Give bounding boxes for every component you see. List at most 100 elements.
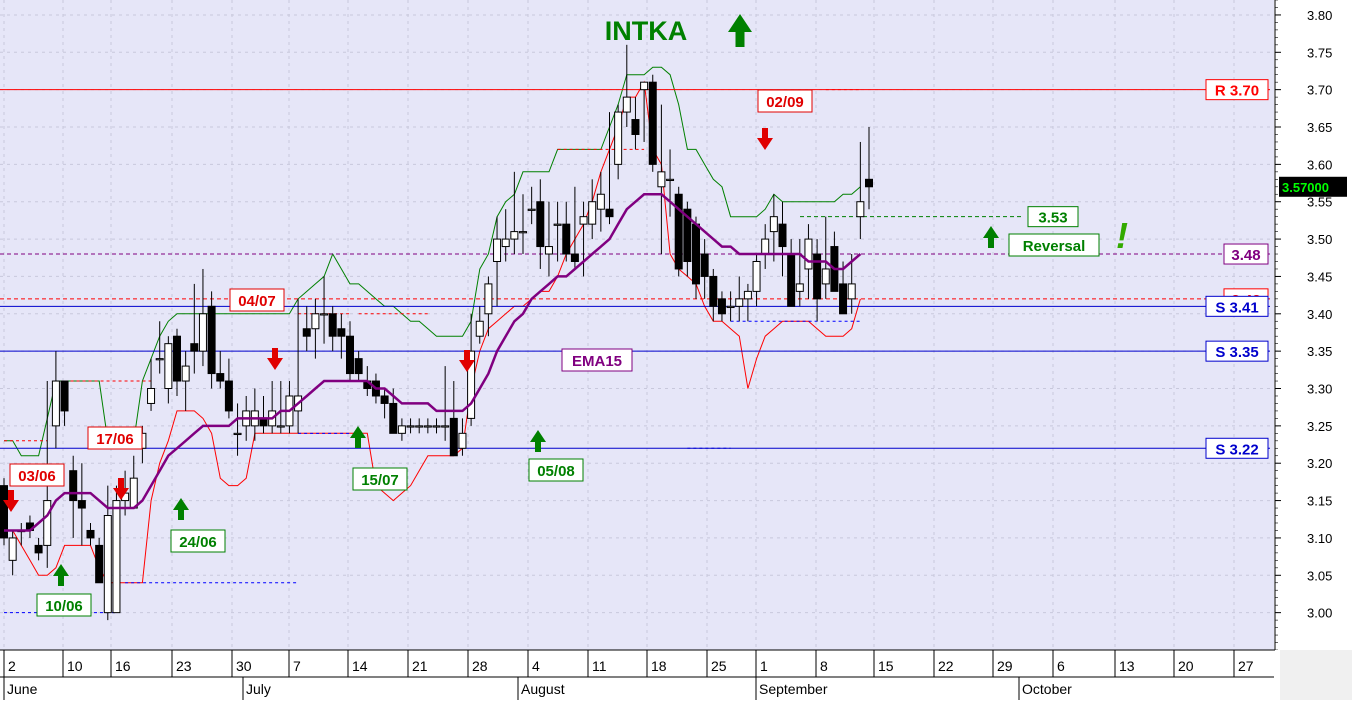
level-label-text: S 3.22 bbox=[1215, 441, 1258, 458]
y-axis-tick-label: 3.55 bbox=[1307, 195, 1332, 210]
candle-body-up bbox=[821, 268, 830, 285]
candle bbox=[311, 298, 320, 359]
candle bbox=[510, 171, 519, 255]
x-axis-tick-label: 10 bbox=[67, 658, 83, 674]
candle bbox=[726, 291, 735, 322]
candle-body-up bbox=[112, 500, 121, 614]
candle-body-down bbox=[302, 328, 311, 337]
candle bbox=[544, 201, 553, 277]
candle bbox=[683, 201, 692, 277]
candle bbox=[432, 418, 441, 434]
candle bbox=[181, 351, 190, 411]
signal-down: 17/06 bbox=[87, 426, 143, 500]
candle-body-down bbox=[389, 402, 398, 434]
candle-body-up bbox=[622, 96, 631, 113]
x-axis-tick-label: 28 bbox=[472, 658, 488, 674]
candle bbox=[674, 186, 683, 277]
label-box bbox=[1223, 243, 1269, 265]
reversal-signal: Reversal! bbox=[983, 215, 1128, 257]
candle bbox=[34, 537, 43, 561]
signal-up: 05/08 bbox=[528, 430, 584, 482]
candle-body-down bbox=[536, 201, 545, 248]
candle-body-up bbox=[666, 178, 675, 182]
month-label: October bbox=[1022, 681, 1072, 697]
title-group: INTKA bbox=[605, 14, 752, 47]
down-arrow-icon bbox=[113, 478, 129, 500]
candle-body-up bbox=[276, 425, 285, 428]
y-axis-tick-label: 3.00 bbox=[1307, 606, 1332, 621]
candle-body-up bbox=[147, 388, 156, 404]
candle bbox=[579, 201, 588, 277]
candle-body-down bbox=[216, 373, 225, 382]
signal-label-text: 10/06 bbox=[45, 598, 83, 615]
candle bbox=[622, 44, 631, 128]
signal-label-text: 03/06 bbox=[18, 468, 56, 485]
signal-label-text: 17/06 bbox=[96, 431, 134, 448]
up-arrow-icon bbox=[728, 14, 752, 47]
candle bbox=[475, 306, 484, 344]
candle-body-up bbox=[311, 313, 320, 330]
support-level-label: S 3.41 bbox=[1205, 295, 1269, 317]
candle bbox=[847, 254, 856, 314]
candle-body-up bbox=[415, 425, 424, 428]
reversal-level-label: 3.53 bbox=[1027, 206, 1079, 228]
candle-body-down bbox=[77, 500, 86, 509]
candle bbox=[717, 291, 726, 322]
candle bbox=[631, 97, 640, 150]
candle bbox=[328, 306, 337, 352]
candle-body-up bbox=[423, 425, 432, 428]
candle-body-down bbox=[34, 544, 43, 554]
candle bbox=[657, 104, 666, 255]
candle-body-up bbox=[43, 500, 52, 546]
x-axis[interactable]: 2 10 16 23 30 7 14 21 28 4 11 18 25 1 8 15 22 29 6 13 20 27Ju… bbox=[0, 649, 1352, 702]
candle bbox=[95, 537, 104, 584]
level-labels: R 3.703.483.42S 3.41S 3.35S 3.223.53 bbox=[1027, 79, 1269, 459]
candle bbox=[173, 328, 181, 396]
candle-body-up bbox=[103, 515, 112, 614]
signal-label-box bbox=[87, 426, 143, 450]
candle-body-down bbox=[0, 485, 8, 539]
y-axis[interactable]: 3.00 3.05 3.10 3.15 3.20 3.25 3.30 3.35 3.40 3.45… bbox=[1274, 0, 1352, 651]
x-axis-tick-label: 23 bbox=[176, 658, 192, 674]
label-box bbox=[1205, 79, 1269, 101]
y-axis-tick-label: 3.25 bbox=[1307, 419, 1332, 434]
signal-label-text: 15/07 bbox=[361, 472, 399, 489]
candle-body-up bbox=[752, 260, 761, 292]
y-axis-tick-label: 3.50 bbox=[1307, 232, 1332, 247]
x-axis-tick-label: 22 bbox=[938, 658, 954, 674]
level-label-text: S 3.41 bbox=[1215, 299, 1258, 316]
candle bbox=[821, 216, 830, 299]
signal-label-box bbox=[9, 463, 65, 487]
candle bbox=[216, 351, 225, 389]
pivot-level-label: 3.48 bbox=[1223, 243, 1269, 265]
candle-body-up bbox=[233, 432, 242, 436]
candle bbox=[207, 291, 216, 389]
candle-body-down bbox=[354, 358, 363, 375]
candle-body-down bbox=[69, 470, 78, 502]
y-axis-tick-label: 3.10 bbox=[1307, 531, 1332, 546]
x-axis-tick-label: 15 bbox=[878, 658, 894, 674]
x-axis-tick-label: 25 bbox=[711, 658, 727, 674]
candle bbox=[458, 418, 467, 456]
candle-body-up bbox=[657, 171, 666, 188]
signal-label-box bbox=[528, 458, 584, 482]
x-axis-tick-label: 21 bbox=[412, 658, 428, 674]
candle-body-down bbox=[813, 253, 822, 300]
candle-body-up bbox=[467, 350, 476, 419]
candle bbox=[8, 530, 17, 576]
candles bbox=[0, 44, 873, 621]
candle-body-up bbox=[181, 365, 190, 382]
candle-body-up bbox=[726, 305, 735, 309]
label-box bbox=[1205, 340, 1269, 362]
signal-label-box bbox=[757, 89, 813, 113]
candle-body-down bbox=[717, 298, 726, 315]
month-label: July bbox=[246, 681, 271, 697]
candle bbox=[354, 351, 363, 382]
signal-down: 02/09 bbox=[757, 89, 813, 150]
candle-body-up bbox=[761, 238, 770, 255]
x-axis-tick-label: 2 bbox=[8, 658, 16, 674]
x-axis-tick-label: 18 bbox=[651, 658, 667, 674]
candle-body-down bbox=[674, 193, 683, 270]
candle-body-up bbox=[406, 425, 415, 428]
